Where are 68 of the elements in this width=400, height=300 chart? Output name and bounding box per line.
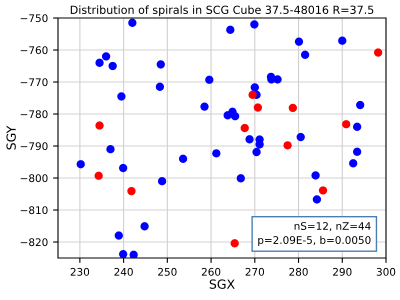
- y-tick-label: −800: [20, 174, 48, 182]
- point: [117, 92, 126, 101]
- point: [156, 60, 165, 69]
- point: [248, 90, 257, 99]
- point: [294, 38, 304, 46]
- point: [114, 231, 123, 240]
- y-tick-label: −780: [20, 110, 48, 118]
- point: [312, 195, 322, 204]
- y-tick-label: −790: [20, 142, 48, 150]
- x-tick-label: 290: [333, 268, 352, 276]
- x-tick-label: 240: [114, 268, 133, 276]
- point: [254, 103, 262, 112]
- point: [288, 104, 298, 112]
- point: [140, 222, 149, 230]
- x-tick-label: 260: [202, 268, 220, 276]
- point: [118, 250, 128, 258]
- point: [106, 145, 115, 154]
- x-tick-label: 250: [158, 268, 177, 276]
- point: [95, 121, 104, 130]
- point: [300, 50, 310, 59]
- point: [349, 159, 358, 168]
- point: [205, 76, 214, 84]
- point: [338, 36, 346, 45]
- x-tick-label: 280: [289, 268, 308, 276]
- point: [156, 82, 164, 91]
- y-tick-label: −770: [20, 78, 48, 86]
- point: [118, 164, 128, 172]
- point: [342, 120, 350, 128]
- point: [356, 100, 364, 110]
- point: [352, 148, 362, 156]
- x-tick-label: 230: [70, 268, 90, 276]
- point: [245, 135, 254, 144]
- point: [108, 62, 117, 70]
- point: [374, 48, 382, 57]
- point: [283, 141, 292, 150]
- x-tick-label: 300: [376, 268, 396, 276]
- point: [240, 124, 249, 132]
- y-tick-label: −810: [20, 206, 48, 214]
- point: [178, 154, 188, 163]
- point: [230, 112, 240, 120]
- annotation: nS=12, nZ=44 p=2.09E-5, b=0.0050: [258, 222, 371, 246]
- point: [158, 177, 166, 186]
- y-tick-label: −750: [20, 14, 48, 22]
- point: [230, 239, 239, 248]
- point: [129, 250, 138, 258]
- point: [102, 52, 110, 61]
- y-tick-label: −820: [20, 238, 48, 246]
- point: [127, 186, 136, 196]
- point: [226, 26, 234, 34]
- x-axis-title: SGX: [210, 279, 235, 289]
- point: [311, 171, 320, 180]
- point: [212, 149, 220, 158]
- chart-title: Distribution of spirals in SCG Cube 37.5-48016 R=37.5: [70, 5, 374, 16]
- point: [94, 172, 103, 180]
- point: [76, 160, 85, 168]
- point: [200, 102, 209, 111]
- y-axis-title: SGY: [6, 126, 16, 150]
- y-tick-label: −760: [20, 46, 48, 54]
- point: [250, 83, 259, 92]
- point: [352, 122, 362, 131]
- point: [252, 148, 261, 156]
- point: [296, 132, 305, 142]
- point: [250, 20, 259, 29]
- point: [95, 58, 104, 67]
- point: [128, 18, 137, 27]
- point: [236, 174, 245, 182]
- x-tick-label: 270: [246, 268, 264, 276]
- point: [318, 186, 328, 195]
